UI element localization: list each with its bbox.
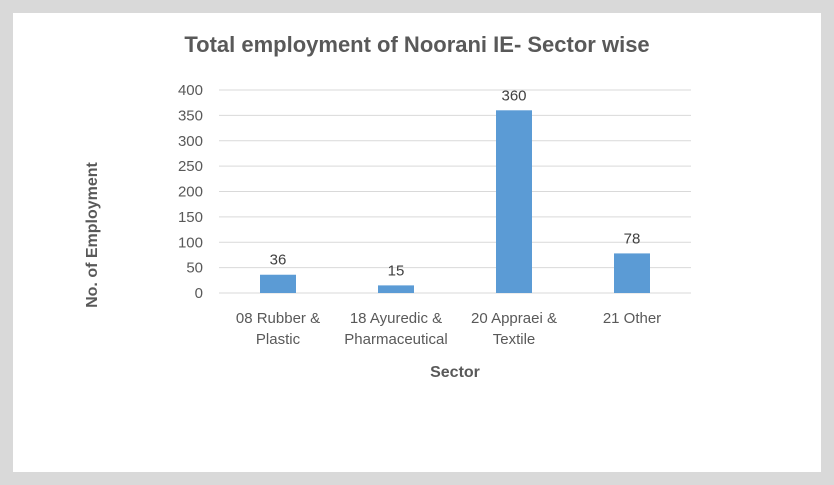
data-label: 360 [501,87,526,104]
data-label: 15 [388,262,405,279]
category-label: 21 Other [603,310,661,327]
bars [260,110,650,293]
category-label-line: 21 Other [603,310,661,327]
gridlines [219,89,691,294]
y-tick-label: 250 [178,158,203,175]
category-labels: 08 Rubber & Plastic 18 Ayuredic & Pharmaceu… [236,310,661,348]
category-label: 08 Rubber & Plastic [236,310,320,348]
y-tick-label: 200 [178,184,203,201]
bar [496,110,532,293]
category-label-line: Pharmaceutical [344,331,447,348]
y-tick-label: 50 [186,260,203,277]
category-label-line: 08 Rubber & [236,310,320,327]
bar [614,253,650,293]
y-tick-labels: 0 50 100 150 200 250 300 350 400 [178,82,203,302]
category-label-line: 20 Appraei & [471,310,557,327]
bar [378,285,414,293]
y-tick-label: 350 [178,107,203,124]
y-tick-label: 300 [178,133,203,150]
category-label-line: 18 Ayuredic & [350,310,442,327]
y-tick-label: 400 [178,82,203,99]
data-label: 36 [270,252,287,269]
y-tick-label: 0 [195,285,203,302]
category-label-line: Plastic [256,331,301,348]
y-tick-label: 150 [178,209,203,226]
category-label-line: Textile [493,331,536,348]
category-label: 18 Ayuredic & Pharmaceutical [344,310,447,348]
data-label: 78 [624,230,641,247]
x-axis-title: Sector [430,364,480,381]
bar [260,274,296,293]
data-labels: 36 15 360 78 [270,87,641,279]
y-tick-label: 100 [178,234,203,251]
category-label: 20 Appraei & Textile [471,310,557,348]
chart-title: Total employment of Noorani IE- Sector w… [184,32,649,57]
y-axis-title: No. of Employment [84,161,101,307]
